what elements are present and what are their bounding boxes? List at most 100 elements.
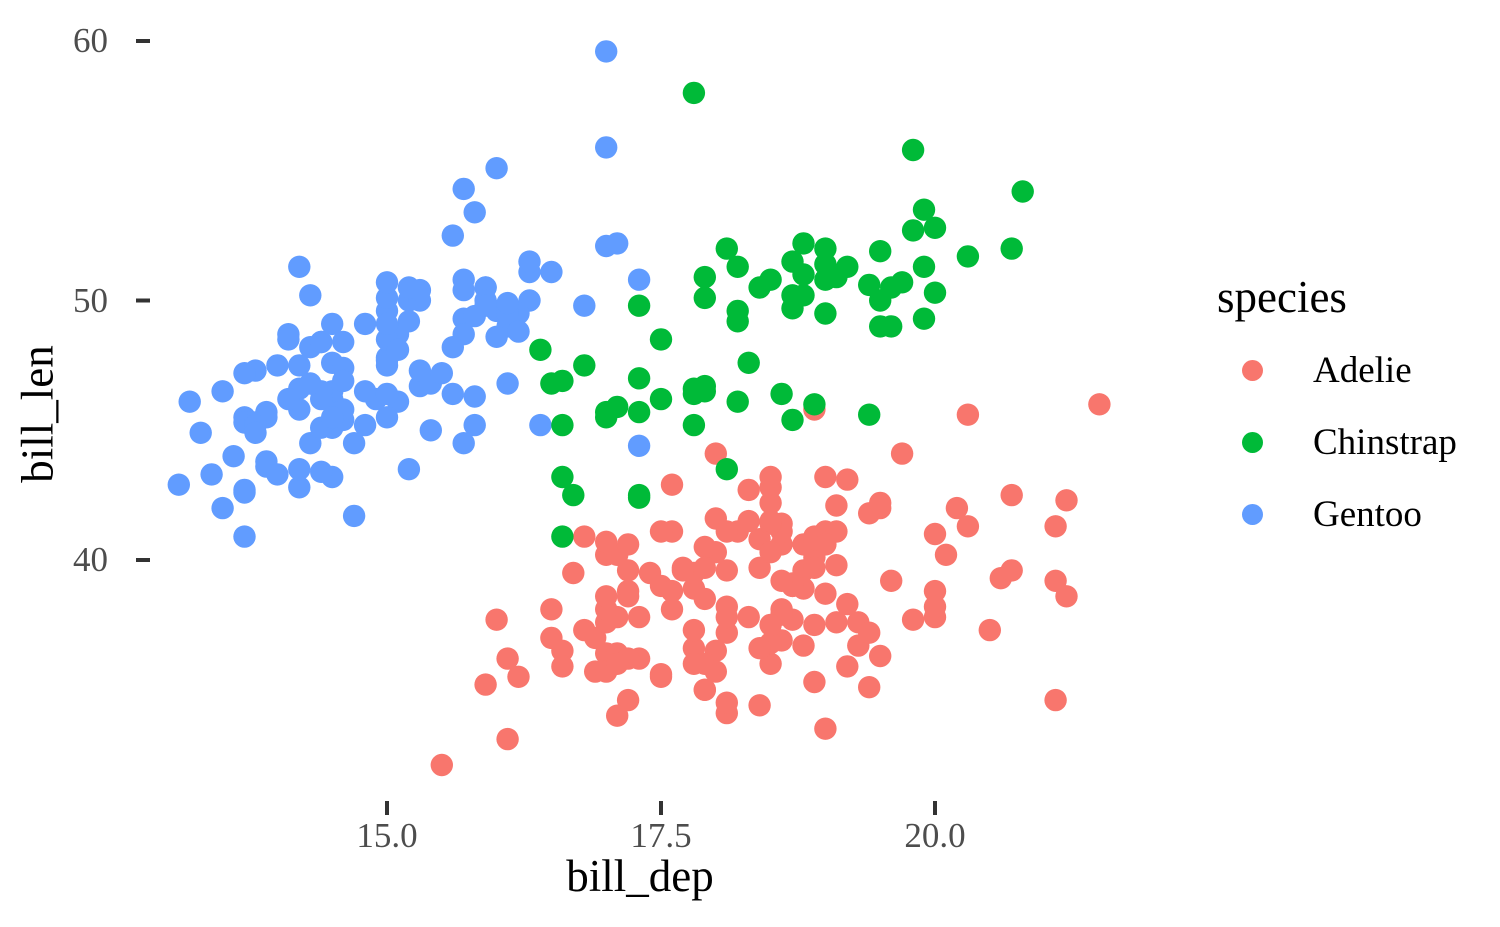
data-point-adelie xyxy=(715,621,738,644)
data-point-adelie xyxy=(704,660,727,683)
data-point-adelie xyxy=(562,561,585,585)
data-point-gentoo xyxy=(310,387,333,411)
data-point-chinstrap xyxy=(627,367,651,390)
data-point-adelie xyxy=(803,670,826,694)
data-point-gentoo xyxy=(529,413,552,437)
data-point-adelie xyxy=(803,556,826,579)
data-point-gentoo xyxy=(189,421,212,444)
data-point-gentoo xyxy=(233,525,256,548)
data-point-gentoo xyxy=(375,354,399,377)
data-point-chinstrap xyxy=(649,328,673,351)
data-point-adelie xyxy=(836,592,859,616)
data-point-chinstrap xyxy=(573,354,596,377)
data-point-adelie xyxy=(759,652,782,675)
data-point-chinstrap xyxy=(880,315,903,338)
data-point-gentoo xyxy=(233,362,256,385)
data-point-chinstrap xyxy=(682,81,706,105)
data-point-gentoo xyxy=(332,369,355,393)
data-point-adelie xyxy=(1088,393,1111,416)
data-point-gentoo xyxy=(353,413,377,437)
data-point-adelie xyxy=(890,442,914,465)
data-point-adelie xyxy=(682,637,706,660)
data-point-adelie xyxy=(869,491,892,515)
data-point-gentoo xyxy=(452,278,475,302)
data-point-chinstrap xyxy=(781,250,804,273)
legend-item-adelie: Adelie xyxy=(1242,350,1412,391)
legend-label-adelie: Adelie xyxy=(1313,349,1412,391)
data-point-adelie xyxy=(715,520,738,543)
data-point-gentoo xyxy=(299,372,322,395)
data-point-chinstrap xyxy=(551,525,574,548)
data-point-adelie xyxy=(693,678,716,701)
data-point-gentoo xyxy=(342,432,366,455)
data-point-gentoo xyxy=(332,330,355,354)
data-point-adelie xyxy=(540,626,563,650)
data-point-adelie xyxy=(978,618,1001,642)
data-point-adelie xyxy=(595,530,618,553)
data-point-chinstrap xyxy=(551,465,574,489)
data-point-adelie xyxy=(1055,585,1078,608)
data-point-chinstrap xyxy=(956,245,980,268)
data-point-adelie xyxy=(792,634,815,657)
data-point-chinstrap xyxy=(529,338,552,361)
data-point-adelie xyxy=(737,509,760,533)
data-point-adelie xyxy=(551,655,574,678)
data-point-gentoo xyxy=(496,372,519,395)
data-point-gentoo xyxy=(321,312,344,336)
data-point-gentoo xyxy=(375,271,399,294)
data-point-adelie xyxy=(803,613,826,637)
data-point-chinstrap xyxy=(901,138,925,162)
data-point-gentoo xyxy=(375,312,399,336)
data-point-adelie xyxy=(496,727,519,751)
data-point-chinstrap xyxy=(562,483,585,507)
data-point-gentoo xyxy=(167,473,190,496)
data-point-gentoo xyxy=(408,359,432,382)
legend-title: species xyxy=(1217,272,1347,322)
data-point-adelie xyxy=(748,637,771,660)
data-point-adelie xyxy=(923,522,947,546)
data-point-gentoo xyxy=(518,250,541,273)
legend-item-gentoo: Gentoo xyxy=(1242,494,1422,535)
data-point-gentoo xyxy=(397,458,421,481)
y-tick-label: 60 xyxy=(73,21,108,60)
data-point-adelie xyxy=(1000,559,1023,582)
data-point-adelie xyxy=(825,494,848,517)
data-point-adelie xyxy=(507,665,530,688)
data-point-gentoo xyxy=(485,157,508,180)
data-point-adelie xyxy=(836,655,859,678)
data-point-adelie xyxy=(1044,688,1067,712)
data-point-adelie xyxy=(430,753,453,777)
data-point-gentoo xyxy=(353,312,377,336)
data-point-adelie xyxy=(759,465,782,489)
data-point-adelie xyxy=(759,541,782,564)
data-point-gentoo xyxy=(430,362,453,385)
data-point-adelie xyxy=(770,569,793,592)
data-point-gentoo xyxy=(375,382,399,406)
data-point-adelie xyxy=(814,533,837,556)
data-point-adelie xyxy=(748,694,771,717)
data-point-gentoo xyxy=(277,328,300,351)
data-point-adelie xyxy=(616,688,640,712)
data-point-adelie xyxy=(814,465,837,489)
data-point-adelie xyxy=(649,663,673,686)
data-point-adelie xyxy=(693,535,716,559)
data-point-adelie xyxy=(573,618,596,642)
data-point-adelie xyxy=(880,569,903,592)
data-point-chinstrap xyxy=(726,390,749,413)
data-point-chinstrap xyxy=(726,299,749,323)
data-point-chinstrap xyxy=(627,483,651,507)
data-point-adelie xyxy=(616,585,640,608)
data-point-chinstrap xyxy=(715,458,738,481)
data-point-adelie xyxy=(956,515,980,538)
data-point-chinstrap xyxy=(726,255,749,278)
data-point-adelie xyxy=(606,704,629,727)
data-point-adelie xyxy=(693,556,716,579)
legend: species Adelie Chinstrap Gentoo xyxy=(1217,272,1500,552)
data-point-adelie xyxy=(737,605,760,629)
data-point-adelie xyxy=(759,491,782,515)
data-point-adelie xyxy=(825,554,848,577)
data-point-adelie xyxy=(715,691,738,714)
data-point-chinstrap xyxy=(912,307,936,330)
